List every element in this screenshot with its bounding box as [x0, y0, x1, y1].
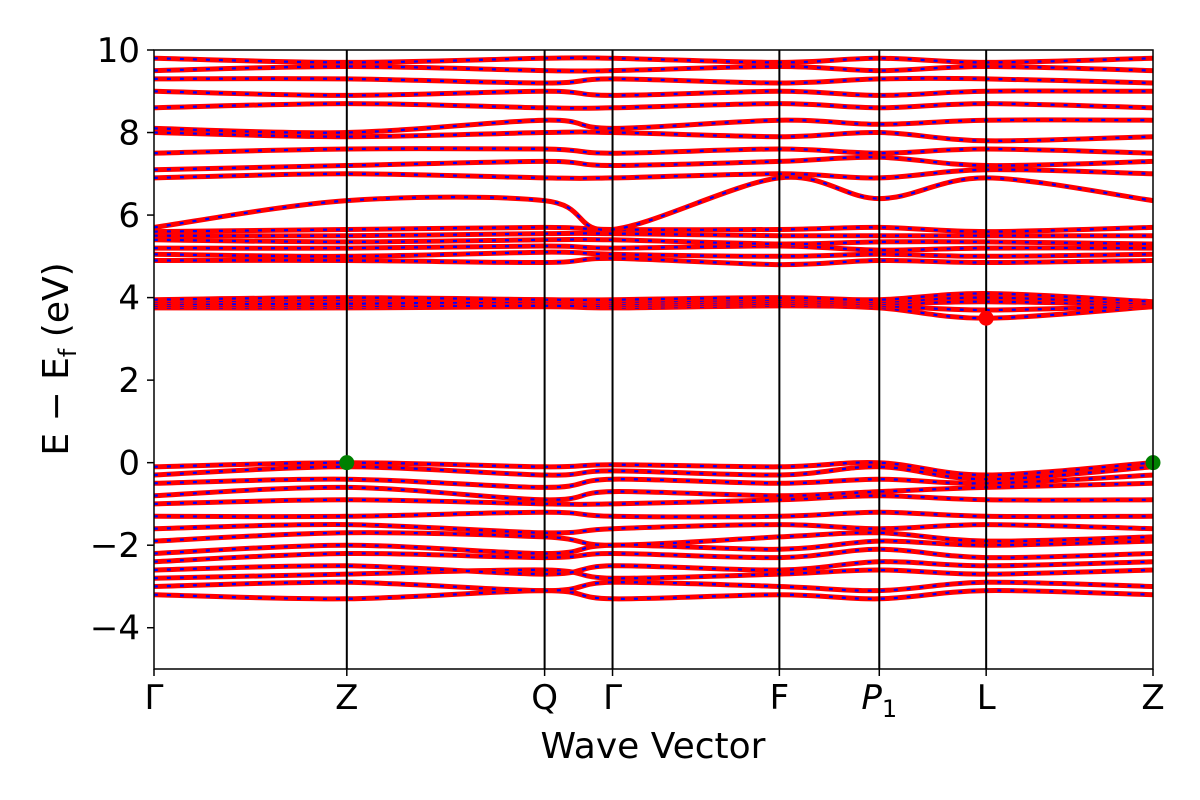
x-tick-label: F	[770, 678, 790, 718]
band-line-dashed-3	[154, 560, 1153, 576]
band-line-dashed-31	[154, 102, 1153, 110]
band-line-dashed-33	[154, 77, 1153, 85]
y-tick-label: 10	[97, 31, 140, 71]
x-tick-label: Γ	[145, 678, 164, 718]
band-line-dashed-17	[154, 296, 1153, 305]
y-tick-label: −2	[90, 526, 140, 566]
x-tick-label: Z	[1141, 678, 1164, 718]
x-tick-label: Q	[531, 678, 558, 718]
band-line-dashed-19	[154, 257, 1153, 266]
x-tick-label: L	[977, 678, 996, 718]
band-edge-marker-2	[978, 310, 994, 326]
band-line-dashed-18	[154, 292, 1153, 303]
y-axis-title-unit: (eV)	[36, 262, 77, 348]
band-line-dashed-16	[154, 300, 1153, 307]
band-line-dashed-11	[154, 473, 1153, 489]
band-line-dashed-28	[154, 147, 1153, 155]
band-line-dashed-35	[154, 56, 1153, 64]
band-line-dashed-9	[154, 494, 1153, 506]
band-line-21	[154, 243, 1153, 253]
y-tick-label: 6	[118, 196, 140, 236]
band-line-dashed-2	[154, 568, 1153, 580]
x-tick-label: Γ	[603, 678, 622, 718]
y-axis-title-main: E − E	[36, 357, 77, 456]
x-tick-label: P1	[861, 678, 897, 723]
y-axis-title-subscript: f	[54, 348, 82, 357]
band-line-dashed-30	[154, 118, 1153, 134]
band-line-dashed-22	[154, 238, 1153, 246]
band-line-dashed-5	[154, 539, 1153, 555]
band-line-dashed-0	[154, 589, 1153, 600]
x-tick-label: Z	[335, 678, 358, 718]
band-line-dashed-26	[154, 168, 1153, 180]
band-line-dashed-24	[154, 226, 1153, 233]
band-line-dashed-32	[154, 89, 1153, 97]
y-tick-label: −4	[90, 609, 140, 649]
y-axis-title: E − Ef (eV)	[36, 262, 82, 455]
band-line-dashed-25	[154, 176, 1153, 231]
y-axis-ticks: −4 −2 0 2 4 6 8 10	[90, 31, 154, 649]
y-tick-label: 8	[118, 114, 140, 154]
band-line-dashed-1	[154, 581, 1153, 592]
y-tick-label: 4	[118, 279, 140, 319]
x-axis-ticks: Γ Z Q Γ F P1 L Z	[145, 669, 1165, 723]
x-axis-title: Wave Vector	[541, 726, 766, 767]
band-edge-marker-0	[339, 455, 355, 471]
y-tick-label: 2	[118, 361, 140, 401]
band-line-dashed-6	[154, 531, 1153, 547]
band-line-dashed-10	[154, 482, 1153, 501]
band-line-dashed-21	[154, 244, 1153, 252]
high-symmetry-lines	[345, 50, 988, 669]
band-line-dashed-8	[154, 511, 1153, 518]
y-tick-label: 0	[118, 444, 140, 484]
plot-frame	[153, 49, 1154, 670]
band-line-dashed-34	[154, 65, 1153, 73]
